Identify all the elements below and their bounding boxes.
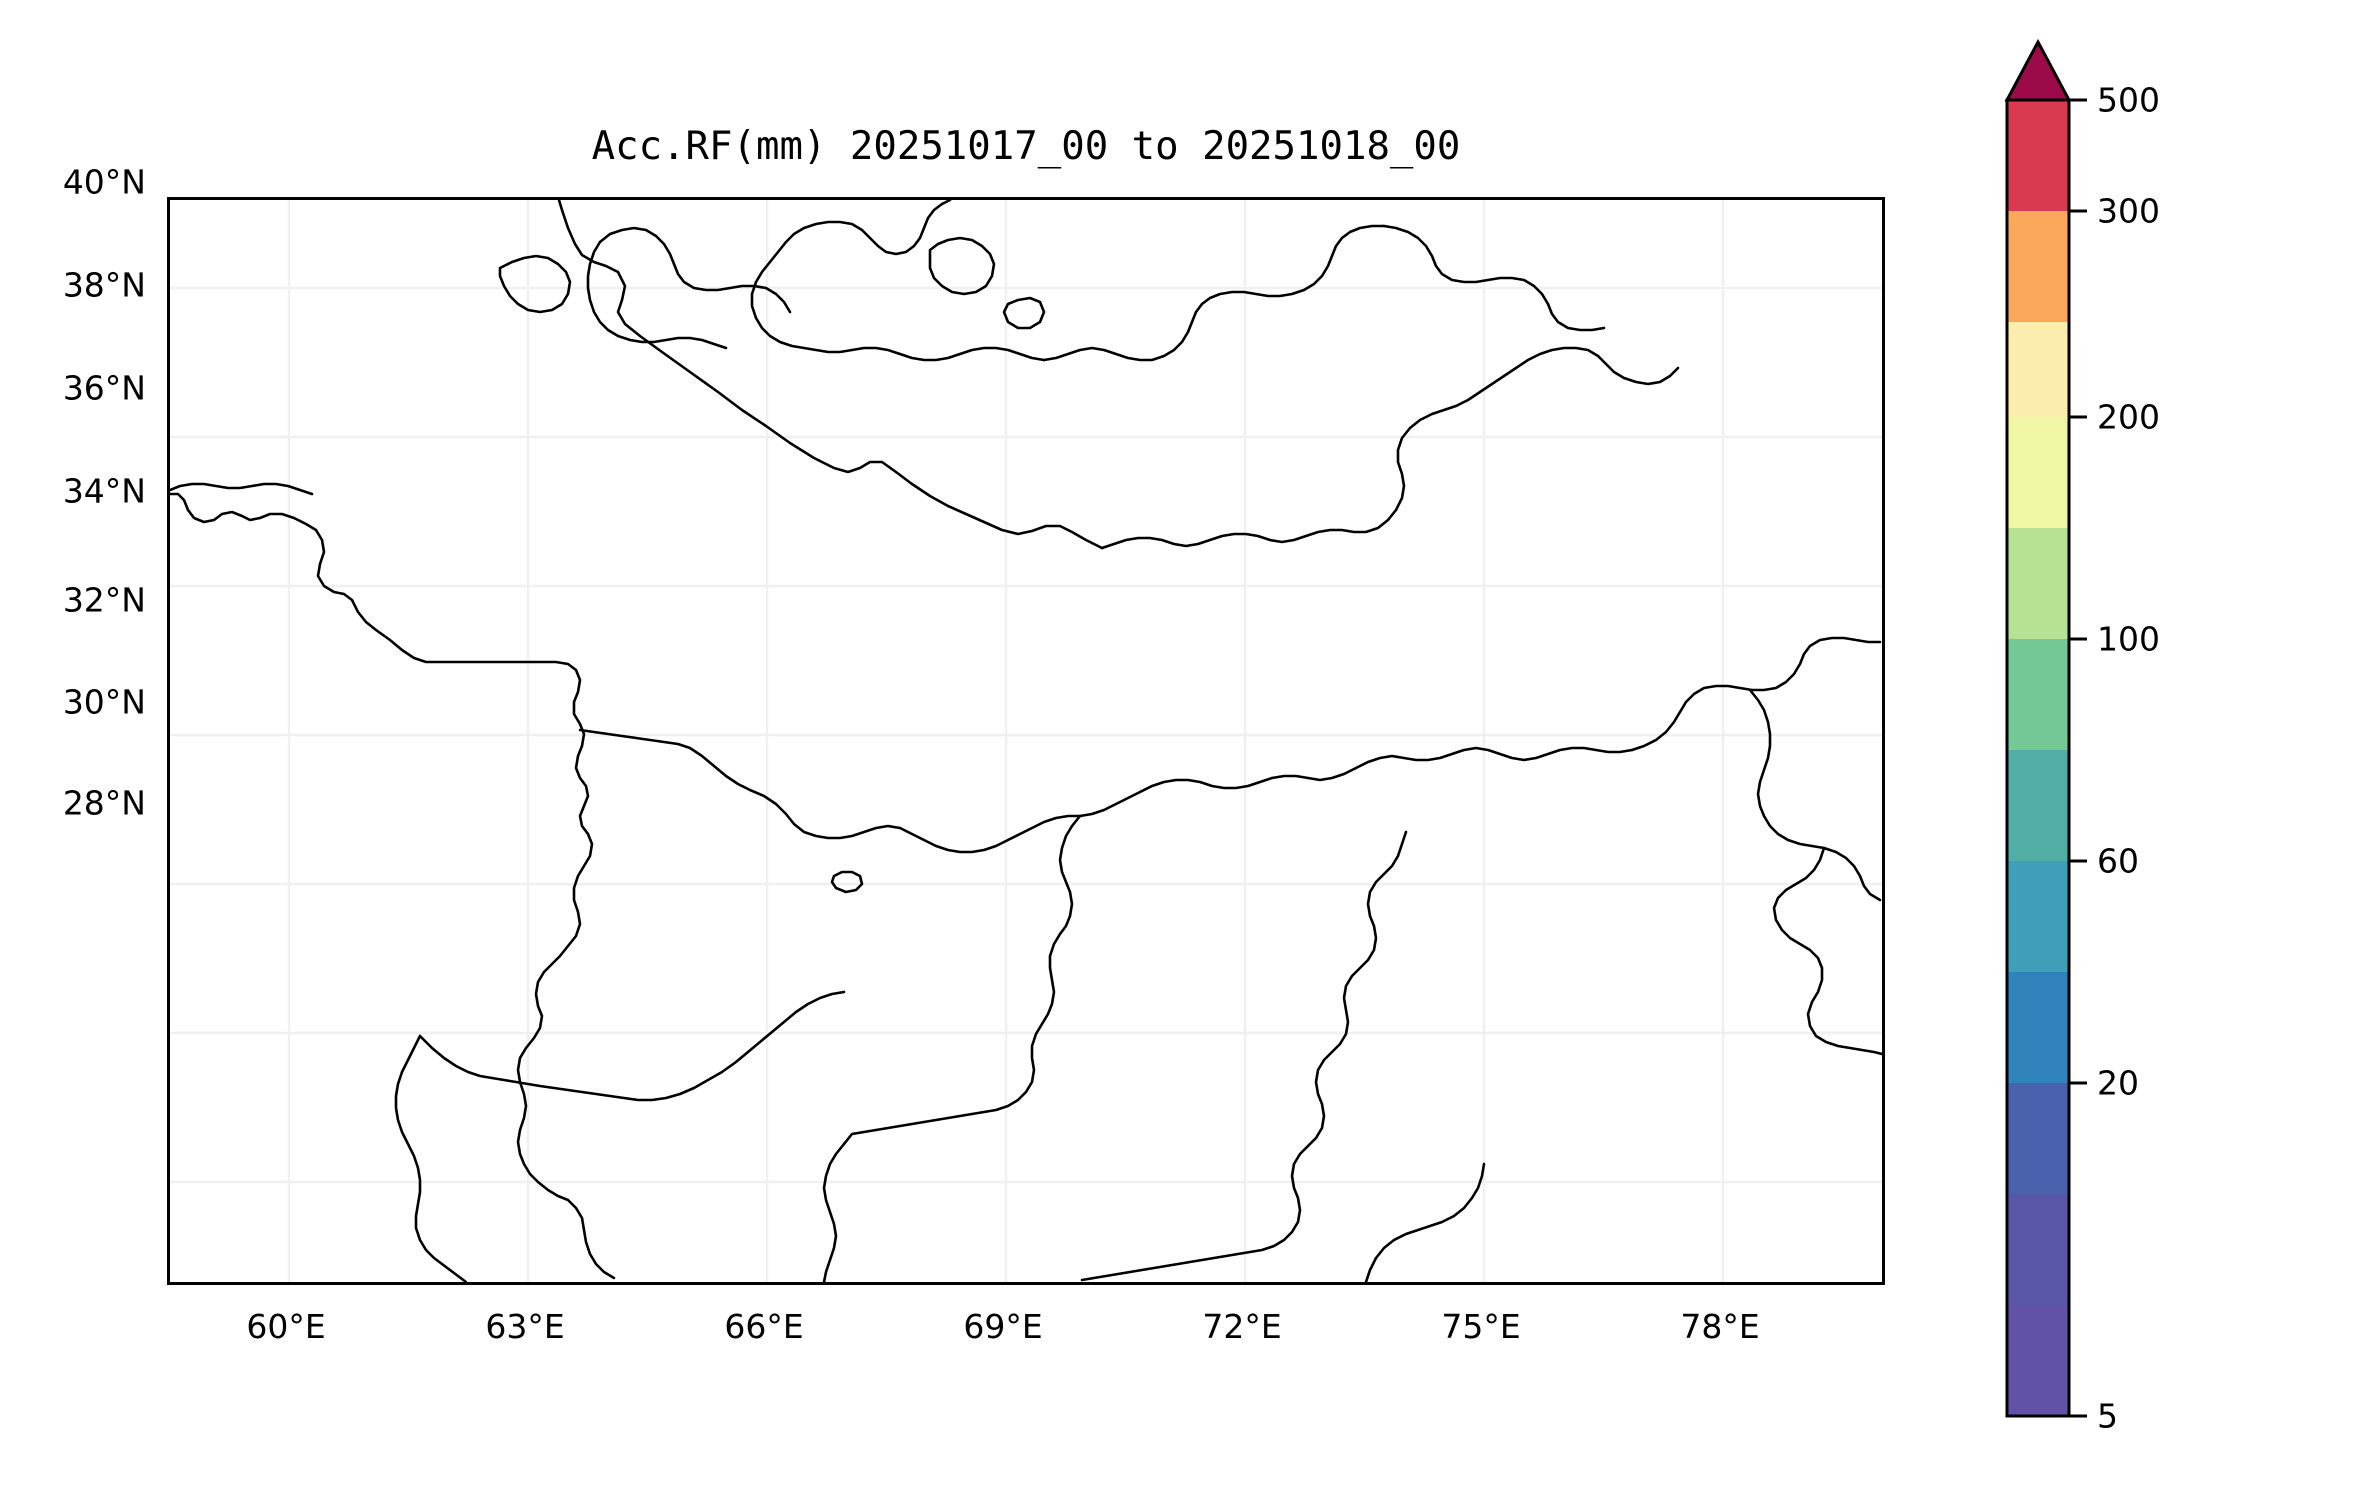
colorbar-gradient — [2004, 38, 2087, 1418]
lon-tick-69: 69°E — [963, 1307, 1043, 1346]
colorbar-band-9 — [2007, 322, 2069, 417]
colorbar-label-60: 60 — [2097, 841, 2139, 881]
colorbar-band-8 — [2007, 417, 2069, 528]
lon-tick-60: 60°E — [246, 1307, 326, 1346]
lon-tick-72: 72°E — [1202, 1307, 1282, 1346]
colorbar-label-500: 500 — [2097, 80, 2160, 120]
lat-tick-38: 38°N — [62, 265, 146, 305]
map-gridlines — [170, 200, 1882, 1282]
colorbar-label-5: 5 — [2097, 1396, 2118, 1436]
colorbar-label-200: 200 — [2097, 397, 2160, 437]
map-axes — [167, 197, 1885, 1285]
lat-tick-36: 36°N — [62, 368, 146, 408]
colorbar-band-7 — [2007, 528, 2069, 639]
lat-tick-40: 40°N — [62, 162, 146, 202]
colorbar-outline — [2005, 98, 2071, 1418]
colorbar-band-10 — [2007, 211, 2069, 322]
colorbar-extend-arrow — [2004, 38, 2072, 102]
colorbar: 500 300 200 100 60 20 5 — [2004, 38, 2335, 1440]
colorbar-band-6 — [2007, 639, 2069, 750]
colorbar-band-4 — [2007, 861, 2069, 972]
colorbar-bands — [2007, 100, 2069, 1416]
lat-tick-28: 28°N — [62, 783, 146, 823]
lon-tick-75: 75°E — [1441, 1307, 1521, 1346]
colorbar-ticks — [2069, 98, 2087, 1418]
colorbar-band-3 — [2007, 972, 2069, 1083]
colorbar-label-100: 100 — [2097, 619, 2160, 659]
lon-tick-63: 63°E — [485, 1307, 565, 1346]
map-geometry — [170, 200, 1882, 1282]
colorbar-label-20: 20 — [2097, 1063, 2139, 1103]
country-borders — [170, 200, 1882, 1282]
map-canvas — [170, 200, 1882, 1282]
colorbar-band-0 — [2007, 1305, 2069, 1416]
lat-tick-30: 30°N — [62, 682, 146, 722]
lon-tick-78: 78°E — [1680, 1307, 1760, 1346]
lat-tick-34: 34°N — [62, 471, 146, 511]
lon-tick-66: 66°E — [724, 1307, 804, 1346]
colorbar-label-300: 300 — [2097, 191, 2160, 231]
title-line-1: Acc.RF(mm) 20251017_00 to 20251018_00 — [591, 124, 1461, 169]
colorbar-band-2 — [2007, 1083, 2069, 1194]
colorbar-band-11 — [2007, 100, 2069, 211]
longitude-tick-labels: 60°E 63°E 66°E 69°E 72°E 75°E 78°E — [0, 1285, 2357, 1365]
latitude-tick-labels: 40°N 38°N 36°N 34°N 32°N 30°N 28°N — [0, 0, 150, 1500]
colorbar-band-5 — [2007, 750, 2069, 861]
lat-tick-32: 32°N — [62, 580, 146, 620]
colorbar-band-1 — [2007, 1194, 2069, 1305]
